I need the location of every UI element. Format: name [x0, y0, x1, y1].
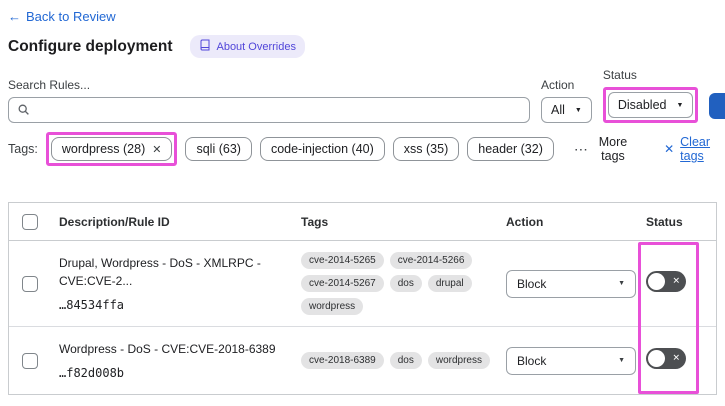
search-field-group: Search Rules... [8, 78, 530, 123]
rule-tag-chip: cve-2018-6389 [301, 352, 384, 369]
filters-bar: Search Rules... Action All ▼ Status Disa… [8, 68, 725, 123]
rule-tag-chip: cve-2014-5265 [301, 252, 384, 269]
tag-pill-label: sqli (63) [196, 142, 241, 156]
select-all-checkbox[interactable] [22, 213, 38, 230]
row-checkbox-cell [9, 275, 59, 292]
table-header-row: Description/Rule ID Tags Action Status [9, 203, 716, 241]
clear-tags-x-icon: ✕ [664, 142, 675, 156]
search-rules-input[interactable] [8, 97, 530, 123]
tags-bar: Tags: wordpress (28) ✕ sqli (63) code-in… [8, 132, 717, 166]
tag-pill-label: code-injection (40) [270, 142, 374, 156]
rule-tag-chip: cve-2014-5267 [301, 275, 384, 292]
status-cell: ✕ [646, 270, 716, 297]
action-label: Action [541, 78, 575, 92]
status-filter-group: Status Disabled ▼ [602, 68, 699, 123]
row-checkbox-cell [9, 352, 59, 369]
rule-description: Wordpress - DoS - CVE:CVE-2018-6389 [59, 341, 276, 356]
column-header-status: Status [646, 214, 683, 229]
action-select[interactable]: Block ▼ [506, 346, 636, 375]
action-cell: Block ▼ [506, 346, 646, 375]
back-link-label: Back to Review [26, 9, 116, 24]
rules-table: Description/Rule ID Tags Action Status D… [8, 202, 717, 395]
remove-tag-icon[interactable]: ✕ [152, 143, 162, 156]
back-to-review-link[interactable]: ← Back to Review [8, 9, 116, 24]
chevron-down-icon: ▼ [574, 106, 582, 114]
title-row: Configure deployment About Overrides [8, 35, 717, 58]
about-overrides-badge[interactable]: About Overrides [190, 35, 305, 58]
toggle-knob [648, 272, 665, 290]
tags-cell: cve-2018-6389 dos wordpress [301, 346, 506, 375]
column-header-tags: Tags [301, 214, 329, 229]
action-select-value: Block [517, 353, 547, 368]
tags-label: Tags: [8, 142, 38, 156]
table-row: Drupal, Wordpress - DoS - XMLRPC - CVE:C… [9, 241, 716, 327]
toggle-knob [648, 349, 665, 367]
row-checkbox[interactable] [22, 352, 38, 369]
chevron-down-icon: ▼ [618, 357, 625, 364]
page-title: Configure deployment [8, 37, 173, 55]
tag-pill-label: xss (35) [403, 142, 449, 156]
tag-pill-wordpress[interactable]: wordpress (28) ✕ [50, 137, 173, 161]
tag-pill-code-injection[interactable]: code-injection (40) [259, 137, 385, 161]
rule-tag-chip: cve-2014-5266 [389, 252, 473, 269]
tag-pill-xss[interactable]: xss (35) [392, 137, 460, 161]
tag-pill-label: header (32) [478, 142, 543, 156]
search-rules-label: Search Rules... [8, 78, 91, 92]
header-checkbox-cell [9, 213, 59, 230]
more-tags-label: More tags [598, 135, 628, 163]
column-header-action: Action [506, 214, 544, 229]
tag-pill-header[interactable]: header (32) [467, 137, 554, 161]
status-toggle[interactable]: ✕ [646, 347, 686, 369]
action-dropdown[interactable]: All ▼ [541, 97, 592, 123]
row-checkbox[interactable] [22, 275, 38, 292]
rule-id: …84534ffa [59, 297, 125, 312]
action-select-value: Block [517, 276, 547, 291]
toggle-x-icon: ✕ [672, 275, 680, 286]
table-row: Wordpress - DoS - CVE:CVE-2018-6389 …f82… [9, 327, 716, 394]
action-filter-group: Action All ▼ [541, 78, 592, 123]
ellipsis-icon: ⋯ [573, 140, 589, 157]
rule-id: …f82d008b [59, 365, 125, 380]
status-toggle[interactable]: ✕ [646, 270, 686, 292]
selected-tag-highlight: wordpress (28) ✕ [45, 132, 178, 166]
about-overrides-label: About Overrides [216, 40, 296, 53]
rule-tag-chip: dos [389, 275, 422, 292]
status-dropdown[interactable]: Disabled ▼ [607, 92, 694, 118]
toggle-x-icon: ✕ [672, 352, 680, 363]
status-label: Status [602, 68, 637, 82]
status-dropdown-highlight: Disabled ▼ [602, 87, 699, 123]
rule-tag-chip: wordpress [301, 298, 364, 315]
search-icon [18, 104, 29, 115]
action-dropdown-value: All [551, 103, 565, 117]
description-cell: Wordpress - DoS - CVE:CVE-2018-6389 …f82… [59, 340, 301, 382]
tag-pill-label: wordpress (28) [61, 142, 146, 156]
clear-tags-link[interactable]: ✕ Clear tags [664, 135, 717, 163]
chevron-down-icon: ▼ [676, 101, 684, 109]
rule-tag-chip: drupal [427, 275, 472, 292]
search-button[interactable]: Search [709, 93, 725, 119]
action-select[interactable]: Block ▼ [506, 269, 636, 298]
chevron-down-icon: ▼ [618, 280, 625, 287]
more-tags-button[interactable]: ⋯ More tags [574, 135, 630, 163]
status-cell: ✕ [646, 347, 716, 374]
tags-cell: cve-2014-5265 cve-2014-5266 cve-2014-526… [301, 246, 506, 321]
back-arrow-icon: ← [8, 9, 21, 24]
clear-tags-label: Clear tags [680, 135, 711, 163]
action-cell: Block ▼ [506, 269, 646, 298]
rule-tag-chip: wordpress [427, 352, 490, 369]
topbar: ← Back to Review [8, 8, 717, 26]
rule-description: Drupal, Wordpress - DoS - XMLRPC - CVE:C… [59, 255, 261, 288]
search-box [8, 97, 530, 123]
column-header-description: Description/Rule ID [59, 214, 170, 229]
status-dropdown-value: Disabled [617, 98, 667, 112]
tag-pill-sqli[interactable]: sqli (63) [185, 137, 252, 161]
rule-tag-chip: dos [389, 352, 422, 369]
description-cell: Drupal, Wordpress - DoS - XMLRPC - CVE:C… [59, 254, 301, 314]
book-icon [199, 39, 211, 54]
